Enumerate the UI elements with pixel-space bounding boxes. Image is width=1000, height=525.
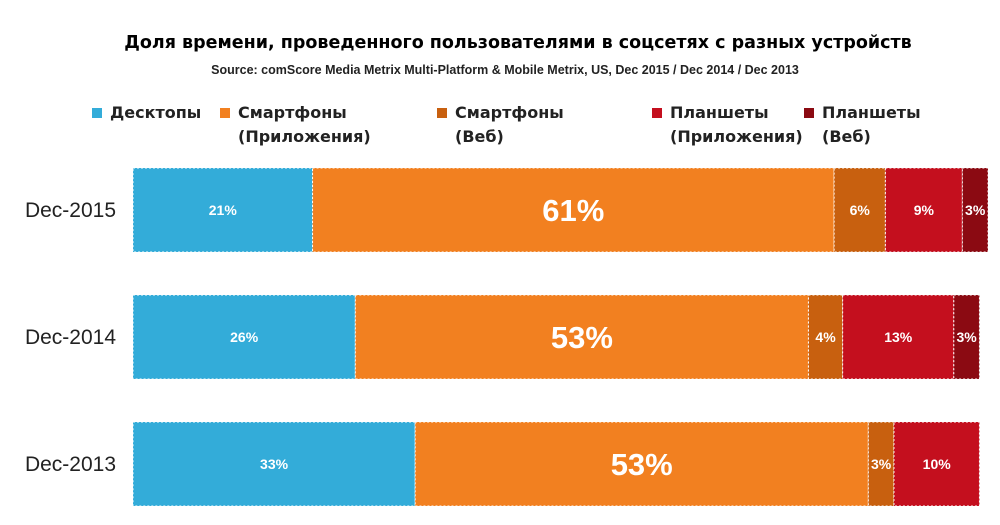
legend-label: (Веб)	[822, 127, 871, 146]
legend-label: (Веб)	[455, 127, 504, 146]
legend-label: (Приложения)	[670, 127, 803, 146]
data-label: 33%	[260, 456, 289, 472]
bar-segment	[132, 421, 416, 507]
data-label: 61%	[542, 193, 604, 228]
legend-label: Планшеты	[670, 103, 769, 122]
legend-label: (Приложения)	[238, 127, 371, 146]
data-label: 53%	[551, 320, 613, 355]
bar-segment	[867, 421, 895, 507]
category-labels: Dec-2015 Dec-2014 Dec-2013	[25, 199, 116, 476]
bars: 21% 61% 6% 9% 3% 26% 53% 4% 13% 3% 33% 53% 3% 10%	[132, 167, 989, 507]
legend-swatch	[804, 108, 814, 118]
bar-segment	[884, 167, 963, 253]
legend-label: Планшеты	[822, 103, 921, 122]
bar-segment	[961, 167, 989, 253]
bar-segment	[354, 294, 809, 380]
legend-swatch	[652, 108, 662, 118]
legend-label: Смартфоны	[455, 103, 564, 122]
chart-subtitle: Source: comScore Media Metrix Multi-Plat…	[211, 63, 799, 77]
legend: Десктопы Смартфоны (Приложения) Смартфоны (В…	[92, 103, 921, 146]
data-label: 3%	[957, 329, 978, 345]
data-label: 53%	[611, 447, 673, 482]
data-label: 6%	[850, 202, 871, 218]
bar-row: 33% 53% 3% 10%	[132, 421, 980, 507]
legend-label: Смартфоны	[238, 103, 347, 122]
data-label: 10%	[923, 456, 952, 472]
legend-swatch	[220, 108, 230, 118]
bar-segment	[132, 294, 356, 380]
bar-segment	[893, 421, 980, 507]
bar-row: 26% 53% 4% 13% 3%	[132, 294, 980, 380]
bar-segment	[312, 167, 835, 253]
bar-segment	[842, 294, 955, 380]
bar-segment	[807, 294, 844, 380]
data-label: 26%	[230, 329, 259, 345]
bar-segment	[132, 167, 314, 253]
data-label: 3%	[871, 456, 892, 472]
legend-label: Десктопы	[110, 103, 201, 122]
category-label: Dec-2015	[25, 199, 116, 222]
legend-swatch	[92, 108, 102, 118]
data-label: 4%	[815, 329, 836, 345]
data-label: 21%	[209, 202, 238, 218]
bar-segment	[953, 294, 980, 380]
bar-row: 21% 61% 6% 9% 3%	[132, 167, 989, 253]
bar-segment	[414, 421, 869, 507]
bar-segment	[833, 167, 886, 253]
chart-title: Доля времени, проведенного пользователям…	[124, 33, 911, 53]
data-label: 9%	[914, 202, 935, 218]
legend-swatch	[437, 108, 447, 118]
category-label: Dec-2013	[25, 453, 116, 476]
data-label: 3%	[965, 202, 986, 218]
data-label: 13%	[884, 329, 913, 345]
category-label: Dec-2014	[25, 326, 116, 349]
